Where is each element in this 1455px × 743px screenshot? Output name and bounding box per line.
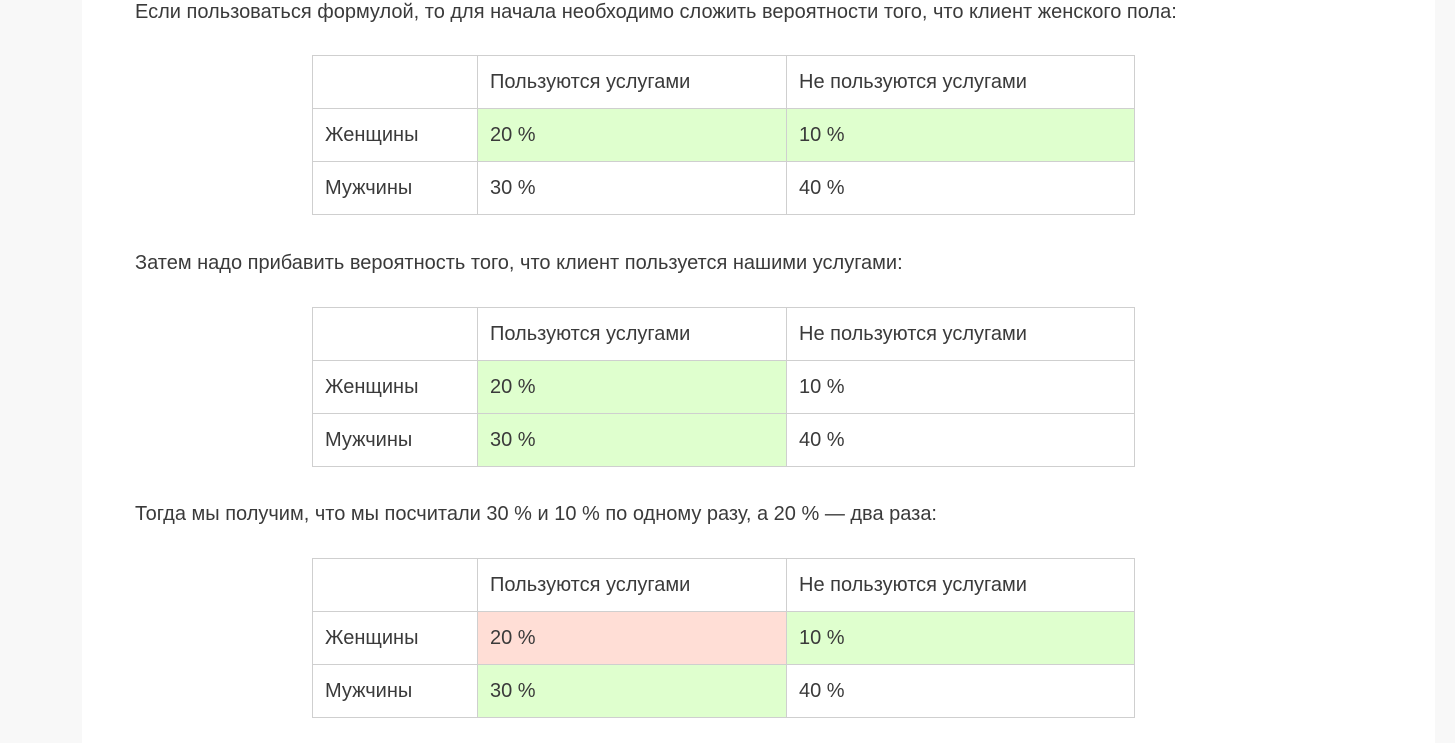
header-empty bbox=[312, 307, 478, 361]
table-header-row: Пользуются услугами Не пользуются услуга… bbox=[312, 558, 1135, 612]
table-row: Мужчины 30 % 40 % bbox=[312, 161, 1135, 215]
cell-men-not-use: 40 % bbox=[786, 161, 1135, 215]
table-row: Женщины 20 % 10 % bbox=[312, 360, 1135, 414]
table-row: Мужчины 30 % 40 % bbox=[312, 413, 1135, 467]
cell-men-use: 30 % bbox=[477, 161, 787, 215]
probability-table-2: Пользуются услугами Не пользуются услуга… bbox=[312, 307, 1135, 467]
header-empty bbox=[312, 558, 478, 612]
table-header-row: Пользуются услугами Не пользуются услуга… bbox=[312, 307, 1135, 361]
probability-table-1: Пользуются услугами Не пользуются услуга… bbox=[312, 55, 1135, 215]
probability-table-3: Пользуются услугами Не пользуются услуга… bbox=[312, 558, 1135, 718]
paragraph-third: Тогда мы получим, что мы посчитали 30 % … bbox=[135, 503, 937, 525]
cell-women-not-use: 10 % bbox=[786, 611, 1135, 665]
header-not-use: Не пользуются услугами bbox=[786, 558, 1135, 612]
header-use: Пользуются услугами bbox=[477, 307, 787, 361]
header-not-use: Не пользуются услугами bbox=[786, 307, 1135, 361]
table-row: Мужчины 30 % 40 % bbox=[312, 664, 1135, 718]
row-label-men: Мужчины bbox=[312, 664, 478, 718]
article-content: Если пользоваться формулой, то для начал… bbox=[82, 0, 1435, 743]
cell-men-use: 30 % bbox=[477, 664, 787, 718]
row-label-women: Женщины bbox=[312, 108, 478, 162]
cell-women-not-use: 10 % bbox=[786, 108, 1135, 162]
cell-women-use: 20 % bbox=[477, 108, 787, 162]
cell-women-not-use: 10 % bbox=[786, 360, 1135, 414]
row-label-women: Женщины bbox=[312, 360, 478, 414]
header-not-use: Не пользуются услугами bbox=[786, 55, 1135, 109]
cell-women-use: 20 % bbox=[477, 611, 787, 665]
row-label-women: Женщины bbox=[312, 611, 478, 665]
table-header-row: Пользуются услугами Не пользуются услуга… bbox=[312, 55, 1135, 109]
header-empty bbox=[312, 55, 478, 109]
header-use: Пользуются услугами bbox=[477, 558, 787, 612]
row-label-men: Мужчины bbox=[312, 161, 478, 215]
cell-women-use: 20 % bbox=[477, 360, 787, 414]
paragraph-intro: Если пользоваться формулой, то для начал… bbox=[135, 1, 1177, 23]
cell-men-not-use: 40 % bbox=[786, 664, 1135, 718]
cell-men-not-use: 40 % bbox=[786, 413, 1135, 467]
table-row: Женщины 20 % 10 % bbox=[312, 611, 1135, 665]
table-row: Женщины 20 % 10 % bbox=[312, 108, 1135, 162]
row-label-men: Мужчины bbox=[312, 413, 478, 467]
paragraph-second: Затем надо прибавить вероятность того, ч… bbox=[135, 252, 903, 274]
cell-men-use: 30 % bbox=[477, 413, 787, 467]
header-use: Пользуются услугами bbox=[477, 55, 787, 109]
